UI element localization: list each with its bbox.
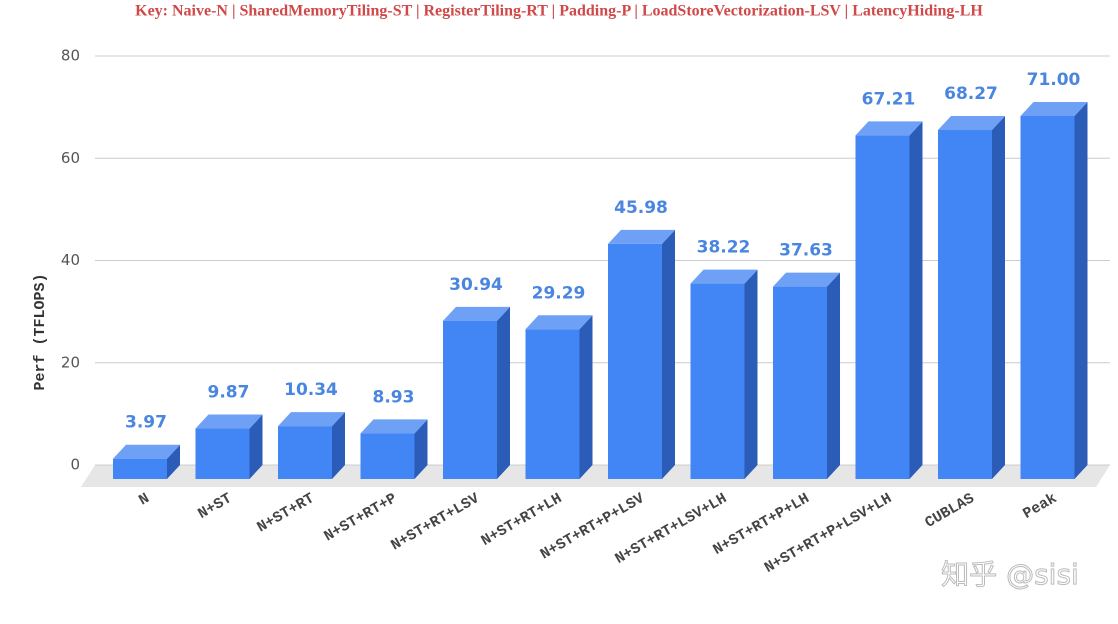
bar-front [113, 458, 167, 479]
bar-side [992, 115, 1005, 479]
value-label: 10.34 [284, 380, 338, 400]
bar-side [167, 444, 180, 479]
bar-top [360, 419, 428, 434]
bar [773, 272, 840, 479]
bar-side [579, 315, 593, 479]
x-tick-label: N+ST [195, 490, 235, 523]
value-label: 8.93 [373, 387, 415, 407]
bar-top [855, 121, 923, 136]
x-tick-label: N+ST+RT+LSV [388, 490, 482, 554]
bar-front [690, 283, 745, 479]
bar-side [249, 414, 263, 479]
y-axis-label: Perf (TFLOPS) [32, 273, 49, 390]
bar-top [113, 444, 180, 459]
y-tick-label: 80 [61, 47, 80, 65]
bar-side [1074, 102, 1088, 479]
bar-front [195, 428, 250, 479]
bar-side [744, 269, 758, 479]
bar-front [855, 135, 910, 480]
y-tick-label: 40 [61, 251, 80, 269]
chart-title: Key: Naive-N | SharedMemoryTiling-ST | R… [135, 3, 983, 20]
watermark: 知乎 @sisi [941, 558, 1079, 591]
bar [608, 229, 675, 479]
y-tick-label: 60 [61, 149, 80, 167]
bar-front [1020, 116, 1075, 479]
bar-front [938, 129, 992, 480]
bar [278, 412, 345, 479]
bar-front [525, 329, 580, 479]
bar-side [827, 272, 840, 479]
y-tick-label: 0 [70, 456, 80, 474]
bar [690, 269, 758, 479]
bar [855, 121, 923, 480]
bar [360, 419, 428, 479]
bar-top [1020, 102, 1088, 117]
bar-top [608, 229, 675, 244]
value-label: 68.27 [944, 84, 998, 104]
x-tick-label: Peak [1020, 490, 1060, 523]
bar [525, 315, 593, 479]
bar-front [443, 320, 497, 479]
bar-front [360, 433, 415, 479]
bar [113, 444, 180, 479]
value-label: 37.63 [779, 241, 833, 261]
bar-front [278, 426, 332, 479]
bar [938, 115, 1005, 480]
y-tick-label: 20 [61, 353, 80, 371]
x-tick-label: N+ST+RT [254, 490, 317, 536]
bar-side [497, 306, 510, 479]
bar-top [938, 115, 1005, 130]
value-label: 71.00 [1027, 70, 1081, 90]
value-label: 3.97 [125, 413, 167, 433]
value-label: 67.21 [862, 89, 916, 109]
bar-top [195, 414, 263, 429]
bar-side [909, 121, 923, 479]
value-label: 29.29 [532, 283, 586, 303]
bar-top [773, 272, 840, 287]
value-label: 9.87 [208, 383, 250, 403]
bar-top [443, 306, 510, 321]
bar [195, 414, 263, 479]
bar-side [662, 229, 675, 479]
bar-side [414, 419, 428, 479]
bar-top [690, 269, 758, 284]
x-tick-label: CUBLAS [922, 490, 977, 532]
x-tick-label: N [136, 490, 152, 509]
bar-top [525, 315, 593, 330]
bar-top [278, 412, 345, 427]
value-label: 30.94 [449, 275, 503, 295]
value-label: 45.98 [614, 198, 668, 218]
bar-side [332, 412, 345, 479]
bar-front [608, 243, 662, 479]
x-tick-label: N+ST+RT+P [321, 490, 400, 545]
bar-front [773, 286, 827, 479]
value-label: 38.22 [697, 238, 751, 258]
bar [443, 306, 510, 479]
bar [1020, 102, 1088, 479]
